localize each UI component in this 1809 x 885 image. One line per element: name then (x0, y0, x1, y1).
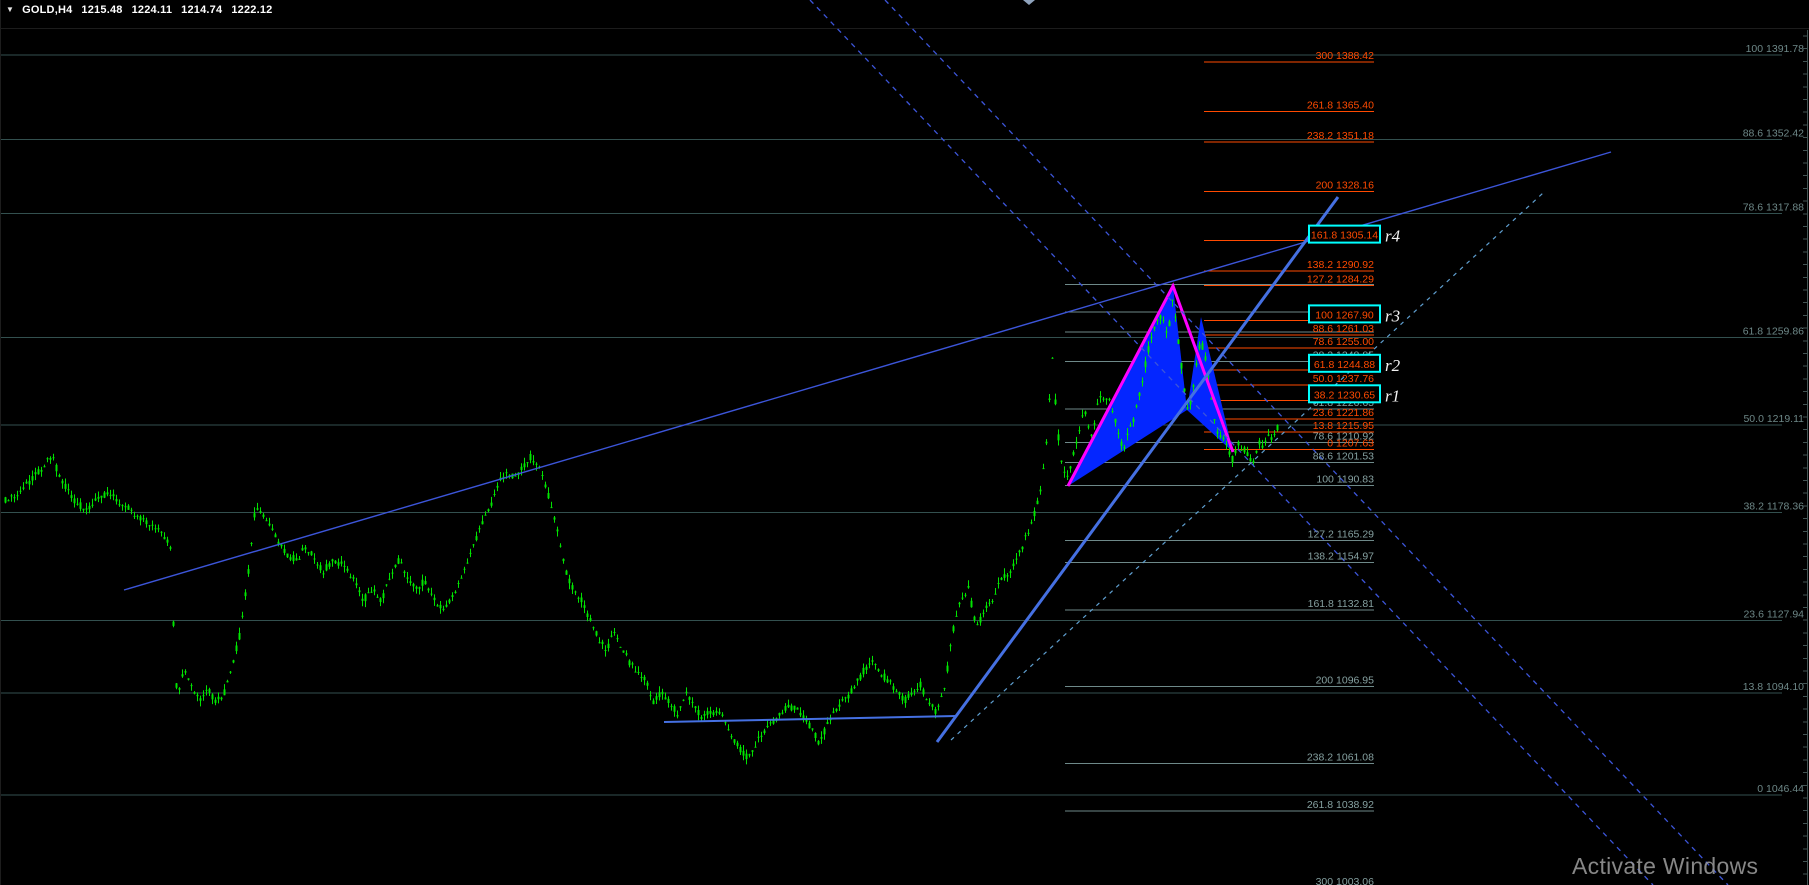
r-tag-r2: r2 (1385, 356, 1401, 375)
r-tag-r1: r1 (1385, 386, 1400, 405)
fib-retracement-gray-label: 127.2 1165.29 (1308, 528, 1375, 540)
fib-retracement-gray-label: 261.8 1038.92 (1307, 799, 1374, 811)
fib-retracement-gray-label: 200 1096.95 (1316, 675, 1375, 687)
fib-retracement-gray-label: 78.6 1210.92 (1313, 431, 1374, 443)
fib-extension-orange-label: 78.6 1255.00 (1313, 336, 1374, 348)
right-price-axis[interactable] (1803, 30, 1808, 885)
ascending-dashed-cyan[interactable] (950, 192, 1544, 741)
fib-fullwidth-dim-label: 100 1391.78 (1746, 43, 1805, 55)
resistance-box-rect[interactable] (1308, 224, 1381, 244)
activate-windows-watermark: Activate Windows (1572, 853, 1759, 879)
fib-fullwidth-dim-label: 0 1046.44 (1757, 783, 1804, 795)
descending-dashed-channel-2[interactable] (884, 0, 1729, 885)
fib-retracement-gray-label: 161.8 1132.81 (1308, 598, 1375, 610)
fib-extension-orange-label: 261.8 1365.40 (1307, 100, 1374, 112)
fib-fullwidth-dim-label: 13.8 1094.10 (1743, 681, 1804, 693)
fib-retracement-gray-label: 100 1190.83 (1316, 474, 1374, 486)
fib-extension-orange-label: 200 1328.16 (1316, 179, 1375, 191)
chart-title-bar: ▼ GOLD,H4 1215.48 1224.11 1214.74 1222.1… (6, 2, 273, 18)
fib-extension-orange-label: 127.2 1284.29 (1307, 273, 1374, 285)
fib-fullwidth-dim-label: 38.2 1178.36 (1743, 500, 1804, 512)
fib-extension-orange-label: 88.6 1261.03 (1313, 323, 1374, 335)
fib-fullwidth-dim-label: 88.6 1352.42 (1743, 127, 1804, 139)
resistance-box-rect[interactable] (1308, 384, 1381, 404)
fib-fullwidth-dim-label: 61.8 1259.86 (1743, 326, 1804, 338)
fib-extension-orange-label: 138.2 1290.92 (1307, 259, 1374, 271)
fib-retracement-gray-label: 300 1003.06 (1316, 876, 1375, 885)
symbol-period-label: GOLD,H4 (22, 4, 73, 16)
dropdown-icon[interactable]: ▼ (6, 5, 15, 14)
fib-extension-orange-label: 50.0 1237.76 (1313, 373, 1374, 385)
fib-fullwidth-dim-label: 50.0 1219.11 (1743, 413, 1804, 425)
fib-retracement-gray-label: 88.6 1201.53 (1313, 451, 1374, 463)
fib-fullwidth-dim-label: 78.6 1317.88 (1743, 201, 1804, 213)
fib-level-labels: 300 1388.42 261.8 1365.40 238.2 1351.18 200… (1307, 43, 1804, 885)
fib-extension-orange-label: 13.8 1215.95 (1313, 420, 1374, 432)
fib-extension-orange-label: 23.6 1221.86 (1313, 407, 1374, 419)
resistance-box-r4[interactable]: 161.8 1305.14 r4 (1308, 224, 1401, 246)
fib-retracement-gray-label: 138.2 1154.97 (1308, 550, 1375, 562)
candlestick-series (4, 299, 1279, 765)
candle-bodies (4, 299, 1279, 760)
ohlc-high: 1224.11 (131, 4, 173, 16)
resistance-box-label: 161.8 1305.14 (1311, 230, 1378, 242)
resistance-box-label: 38.2 1230.65 (1314, 389, 1375, 401)
ascending-trendline-steep[interactable] (935, 196, 1340, 743)
titlebar-separator (1, 28, 1809, 29)
pattern-outline-xad[interactable] (1066, 282, 1235, 487)
fib-fullwidth-dim-label: 23.6 1127.94 (1743, 608, 1804, 620)
r-tag-r3: r3 (1385, 306, 1400, 325)
fib-retracement-gray-label: 238.2 1061.08 (1307, 752, 1374, 764)
chart-shift-marker-icon[interactable] (1023, 0, 1035, 5)
fib-extension-orange-label: 238.2 1351.18 (1307, 130, 1374, 142)
fib-level-lines[interactable] (1, 54, 1782, 812)
resistance-box-label: 61.8 1244.88 (1314, 359, 1375, 371)
resistance-box-r2[interactable]: 61.8 1244.88 r2 (1308, 353, 1401, 375)
resistance-box-r3[interactable]: 100 1267.90 r3 (1308, 304, 1400, 325)
candle-wicks (5, 299, 1278, 765)
ohlc-open: 1215.48 (81, 4, 123, 16)
resistance-box-label: 100 1267.90 (1315, 309, 1374, 321)
resistance-box-r1[interactable]: 38.2 1230.65 r1 (1308, 384, 1400, 405)
pattern-triangle-xab[interactable] (1068, 286, 1187, 486)
support-horizontal-line[interactable] (663, 715, 957, 723)
ohlc-low: 1214.74 (181, 4, 223, 16)
r-tag-r4: r4 (1385, 227, 1401, 246)
resistance-box-rect[interactable] (1308, 353, 1381, 373)
fib-extension-orange-label: 0 1207.63 (1327, 438, 1374, 450)
descending-dashed-channel-1[interactable] (809, 0, 1654, 885)
resistance-box-rect[interactable] (1308, 304, 1381, 324)
fib-extension-orange-label: 300 1388.42 (1316, 50, 1375, 62)
ohlc-close: 1222.12 (231, 4, 273, 16)
